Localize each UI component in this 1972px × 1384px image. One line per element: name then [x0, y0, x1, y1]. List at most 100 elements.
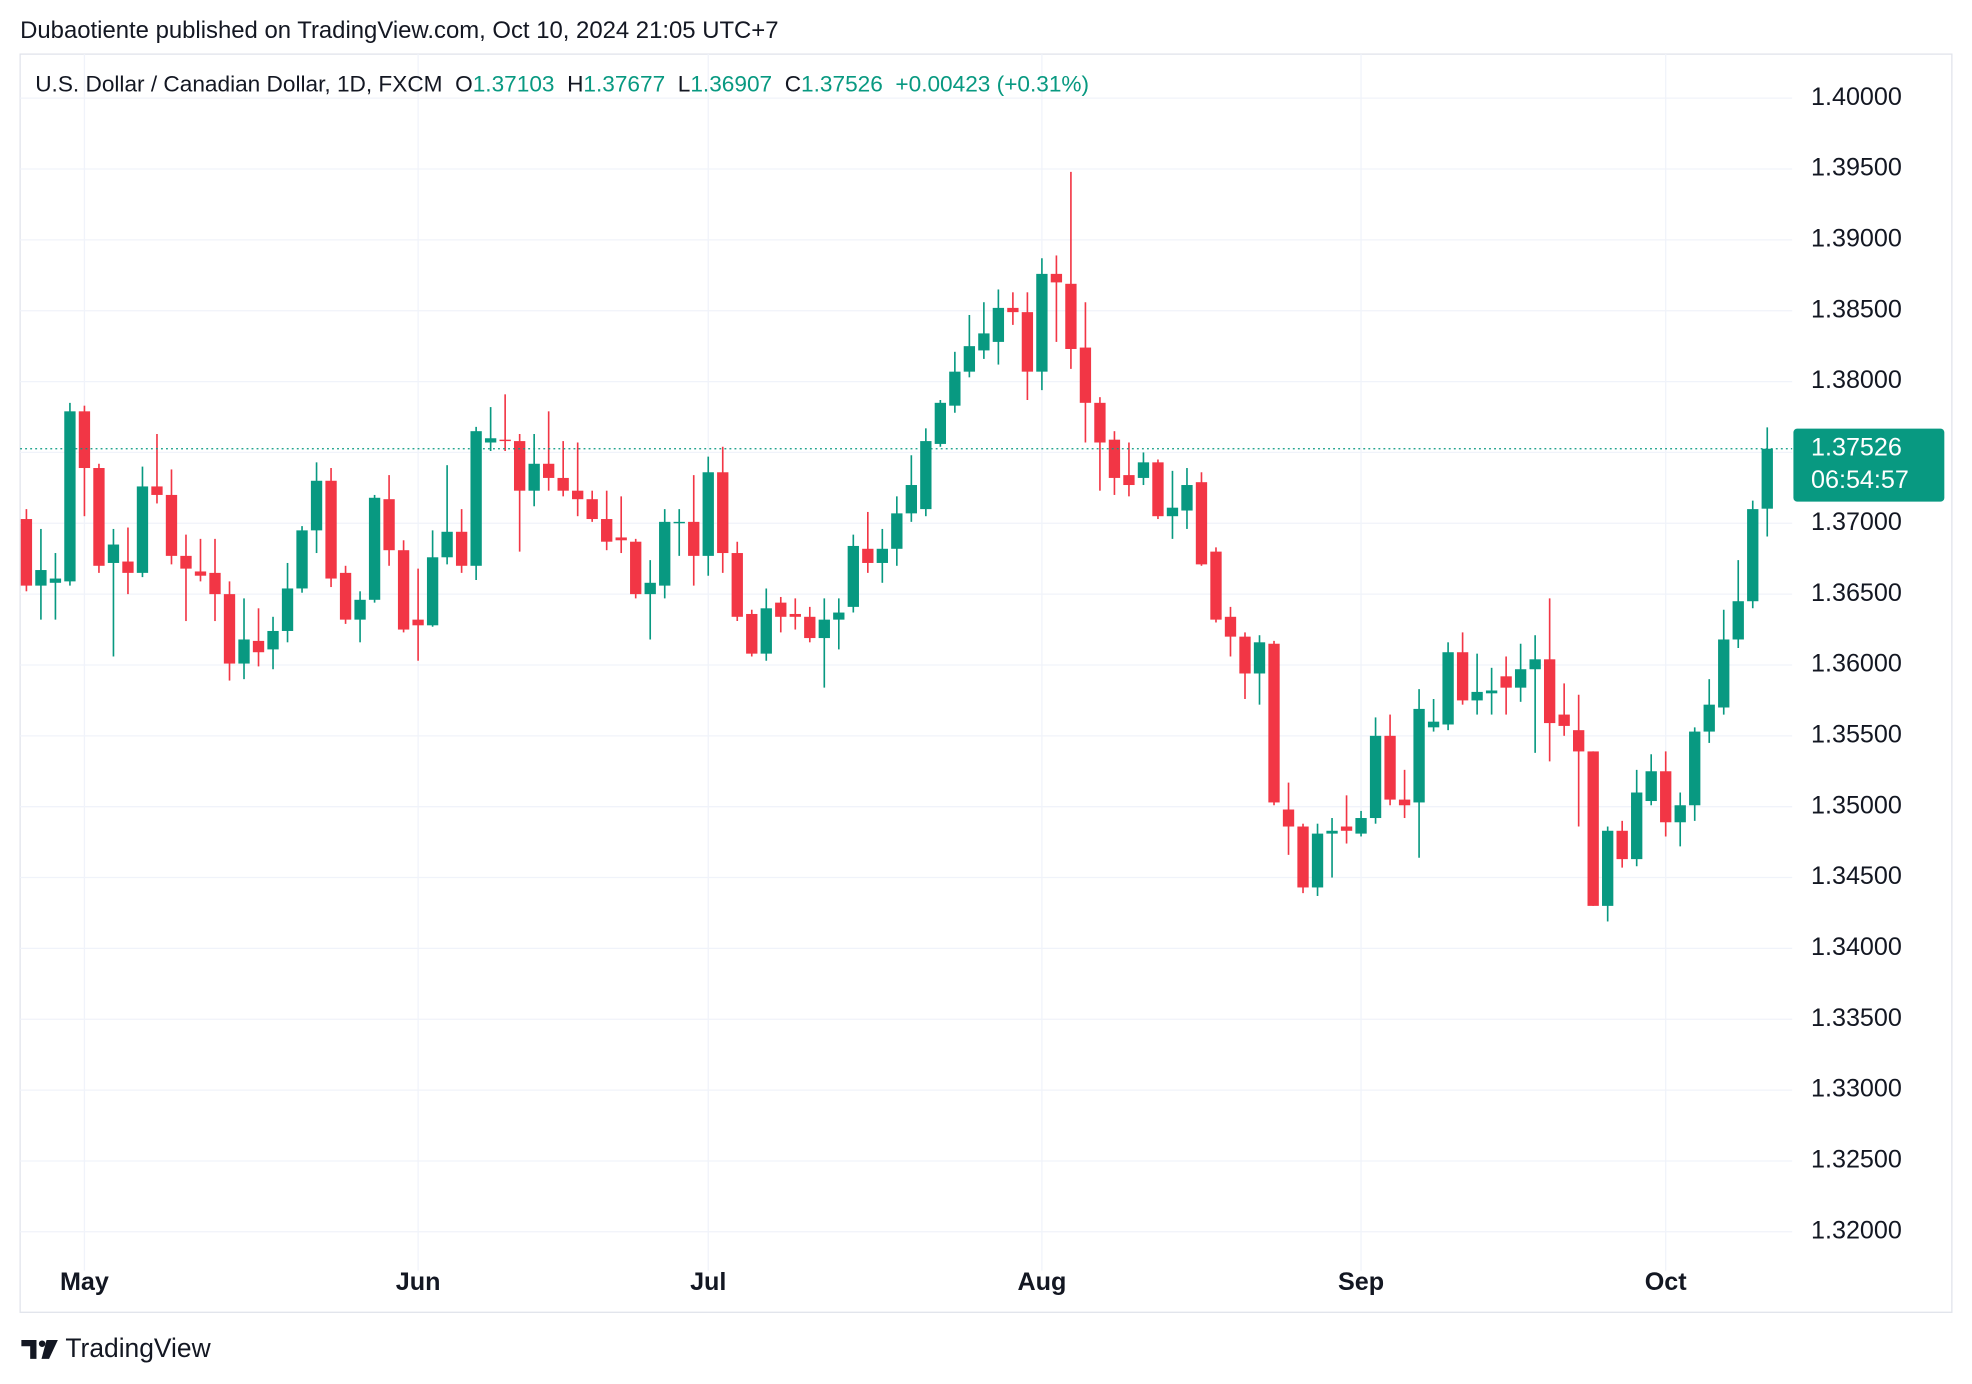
candle-body: [93, 468, 105, 566]
candle-body: [281, 588, 294, 631]
candle-body: [383, 499, 395, 551]
x-tick-label: Oct: [1645, 1268, 1688, 1296]
candle-body: [746, 613, 758, 654]
candle-body: [615, 537, 627, 541]
candle-body: [760, 608, 772, 654]
candle-body: [1761, 448, 1773, 509]
brand-name: TradingView: [65, 1333, 211, 1363]
countdown-label: 06:54:57: [1811, 466, 1909, 494]
x-tick-label: Jun: [396, 1268, 441, 1296]
candle-body: [557, 477, 569, 491]
last-price-label: 1.37526: [1811, 433, 1902, 461]
candle-body: [20, 519, 33, 586]
candle-body: [1007, 307, 1019, 313]
chart-frame: [19, 53, 1953, 1313]
y-tick-label: 1.33500: [1811, 1004, 1902, 1032]
candle-body: [1427, 721, 1440, 728]
candle-body: [1137, 462, 1150, 478]
candle-body: [1210, 551, 1222, 620]
ohlc-key: H: [567, 72, 583, 97]
candle-body: [905, 485, 917, 514]
candle-body: [1732, 601, 1744, 640]
candle-body: [310, 480, 323, 531]
candle-body: [543, 463, 555, 478]
candle-body: [455, 531, 468, 566]
candle-body: [1050, 273, 1063, 283]
candle-body: [644, 582, 656, 595]
candle-body: [949, 371, 961, 406]
ohlc-value: 1.37103: [473, 72, 555, 97]
candle-body: [1747, 509, 1759, 602]
candle-body: [717, 472, 729, 554]
y-tick-label: 1.38000: [1811, 366, 1902, 394]
y-tick-label: 1.39000: [1811, 225, 1902, 253]
candle-body: [1718, 639, 1730, 708]
candle-body: [209, 572, 221, 595]
candle-body: [513, 441, 526, 491]
candle-body: [804, 616, 816, 639]
candle-body: [136, 486, 149, 573]
candle-body: [1065, 283, 1077, 349]
published-line: Dubaotiente published on TradingView.com…: [20, 17, 778, 44]
ohlc-value: 1.36907: [690, 72, 772, 97]
candle-body: [1224, 616, 1237, 637]
candle-body: [1326, 830, 1338, 834]
candle-body: [572, 490, 584, 500]
candle-body: [267, 630, 279, 650]
ohlc-value: 1.37526: [801, 72, 883, 97]
y-tick-label: 1.33000: [1811, 1075, 1902, 1103]
candle-body: [659, 521, 671, 586]
legend-header: U.S. Dollar / Canadian Dollar, 1D, FXCM O…: [35, 72, 1089, 97]
candle-body: [325, 480, 337, 579]
candle-body: [775, 602, 787, 617]
candle-body: [876, 548, 888, 563]
candle-body: [151, 486, 163, 495]
candle-body: [1355, 818, 1367, 834]
x-tick-label: May: [60, 1268, 109, 1296]
candle-body: [499, 439, 511, 442]
candle-body: [601, 519, 613, 542]
last-price-box: [1793, 428, 1945, 502]
candle-body: [1587, 751, 1599, 906]
candle-body: [1152, 462, 1164, 517]
candle-body: [238, 639, 250, 664]
change-value: +0.00423 (+0.31%): [895, 72, 1089, 97]
candle-body: [1543, 659, 1556, 724]
candle-body: [1123, 475, 1135, 486]
candle-body: [978, 333, 990, 351]
candle-body: [368, 497, 381, 600]
candle-body: [1268, 643, 1280, 803]
candle-body: [789, 613, 801, 617]
candle-body: [296, 530, 308, 589]
candle-body: [484, 438, 497, 443]
candle-body: [1195, 482, 1208, 565]
y-tick-label: 1.35000: [1811, 791, 1902, 819]
candle-body: [1398, 799, 1411, 806]
candle-body: [1413, 708, 1425, 803]
candle-body: [688, 521, 700, 556]
candle-body: [731, 553, 743, 617]
y-tick-label: 1.37000: [1811, 508, 1902, 536]
candle-body: [339, 572, 352, 620]
candle-body: [1340, 826, 1353, 831]
candle-body: [441, 531, 453, 558]
candle-body: [1514, 669, 1527, 688]
candle-body: [122, 561, 134, 573]
candle-body: [354, 599, 366, 620]
candle-body: [252, 640, 265, 653]
candle-body: [528, 463, 540, 491]
candle-body: [673, 521, 685, 524]
candle-body: [862, 548, 874, 563]
ohlc-key: O: [455, 72, 473, 97]
candle-body: [818, 619, 830, 639]
y-tick-label: 1.32000: [1811, 1216, 1902, 1244]
y-tick-label: 1.38500: [1811, 295, 1902, 323]
candle-body: [1442, 652, 1454, 725]
candle-body: [1631, 792, 1643, 860]
candle-body: [586, 499, 598, 520]
x-tick-label: Sep: [1338, 1268, 1384, 1296]
ohlc-key: C: [785, 72, 801, 97]
candle-body: [1166, 507, 1179, 517]
candle-body: [1573, 730, 1585, 752]
